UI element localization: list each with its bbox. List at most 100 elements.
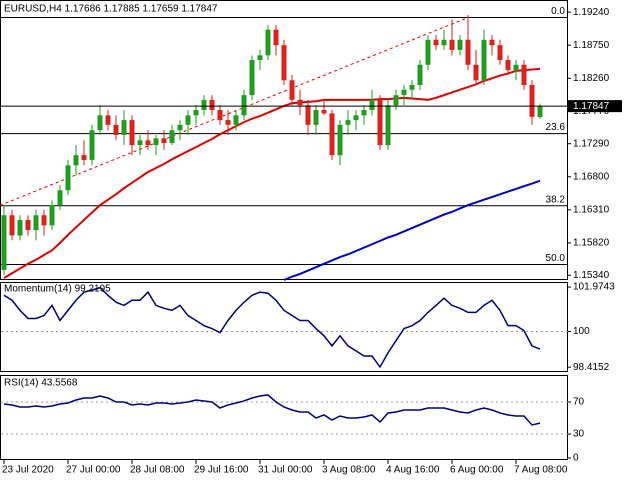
y-tick-label: 100 <box>573 326 590 337</box>
y-tick-label: 1.18750 <box>573 40 610 51</box>
y-tick-label: 101.9743 <box>573 282 615 293</box>
candle-body <box>9 215 15 236</box>
momentum-panel <box>0 282 568 372</box>
moving-average <box>3 67 541 279</box>
y-tick-label: 1.15820 <box>573 238 610 249</box>
candle-body <box>105 115 111 125</box>
candle-body <box>65 165 71 191</box>
indicator-line <box>3 394 541 426</box>
candle-body <box>337 124 343 156</box>
candle-body <box>137 140 143 146</box>
rsi-panel <box>0 375 568 460</box>
y-tick-label: 1.16800 <box>573 171 610 182</box>
candle-body <box>505 60 511 71</box>
candle-body <box>353 115 359 121</box>
y-tick-label: 70 <box>573 397 585 408</box>
plot-layer: 1.192401.187501.182601.177701.172901.168… <box>0 4 622 476</box>
candle-body <box>433 39 439 46</box>
candle-body <box>17 219 23 236</box>
indicator-line <box>3 286 541 369</box>
candle-body <box>465 39 471 65</box>
candle-body <box>129 120 135 146</box>
candle-body <box>297 99 303 106</box>
candle-body <box>97 115 103 131</box>
x-tick-label: 6 Aug 00:00 <box>450 465 504 476</box>
y-tick-label: 1.19240 <box>573 7 610 18</box>
candle-body <box>57 190 63 206</box>
x-tick-label: 31 Jul 00:00 <box>258 465 313 476</box>
candle-body <box>217 109 223 121</box>
candle-body <box>321 109 327 114</box>
candle-body <box>281 45 287 81</box>
candle-body <box>121 120 127 135</box>
candle-body <box>441 39 447 46</box>
candle-body <box>305 105 311 125</box>
candle-body <box>345 120 351 125</box>
candle-body <box>537 106 543 117</box>
candle-body <box>377 99 383 146</box>
fib-label: 38.2 <box>546 194 566 205</box>
y-tick-label: 98.4152 <box>573 362 610 373</box>
candle-body <box>497 45 503 61</box>
candle-body <box>113 124 119 135</box>
candle-body <box>417 64 423 86</box>
candle-body <box>481 39 487 81</box>
x-tick-label: 29 Jul 16:00 <box>194 465 249 476</box>
candle-body <box>185 115 191 125</box>
fib-label: 0.0 <box>551 6 565 17</box>
candle-body <box>49 205 55 226</box>
moving-average <box>283 179 541 281</box>
last-price-box <box>568 100 622 113</box>
x-tick-label: 23 Jul 2020 <box>2 465 54 476</box>
candle-body <box>385 105 391 146</box>
panel-title: Momentum(14) 99.2195 <box>4 284 111 295</box>
candle-body <box>521 64 527 86</box>
candle-body <box>401 89 407 96</box>
candle-body <box>201 99 207 110</box>
panel-title: EURUSD,H4 1.17686 1.17885 1.17659 1.1784… <box>4 4 218 15</box>
x-tick-label: 7 Aug 08:00 <box>514 465 568 476</box>
candle-body <box>193 109 199 116</box>
candle-body <box>393 95 399 106</box>
candle-body <box>409 85 415 90</box>
candle-body <box>473 64 479 81</box>
panel-title: RSI(14) 43.5568 <box>4 378 78 389</box>
candle-body <box>1 215 7 270</box>
candle-body <box>81 155 87 160</box>
candle-body <box>513 64 519 71</box>
candle-body <box>241 95 247 116</box>
candle-body <box>457 39 463 50</box>
candle-body <box>489 39 495 46</box>
candle-body <box>177 124 183 131</box>
candle-body <box>73 155 79 166</box>
last-price-label: 1.17847 <box>573 101 610 112</box>
candle-body <box>369 99 375 110</box>
candle-body <box>329 113 335 156</box>
candle-body <box>89 130 95 160</box>
candle-body <box>273 29 279 46</box>
candle-body <box>153 138 159 146</box>
x-tick-label: 27 Jul 00:00 <box>66 465 121 476</box>
x-tick-label: 28 Jul 08:00 <box>130 465 185 476</box>
candle-body <box>169 130 175 144</box>
candle-body <box>361 109 367 116</box>
candle-body <box>249 60 255 96</box>
candle-body <box>233 115 239 125</box>
candle-body <box>425 39 431 65</box>
y-tick-label: 1.17290 <box>573 138 610 149</box>
candle-body <box>25 219 31 231</box>
candle-body <box>313 109 319 125</box>
fib-label: 50.0 <box>546 253 566 264</box>
y-tick-label: 1.15340 <box>573 270 610 281</box>
y-tick-label: 1.18260 <box>573 73 610 84</box>
candle-body <box>529 85 535 117</box>
candle-body <box>41 215 47 226</box>
candle-body <box>145 140 151 146</box>
x-tick-label: 4 Aug 16:00 <box>386 465 440 476</box>
candle-body <box>225 120 231 125</box>
fib-label: 23.6 <box>546 122 566 133</box>
candle-body <box>209 99 215 110</box>
y-tick-label: 0 <box>573 453 579 464</box>
candle-body <box>265 29 271 56</box>
y-tick-label: 30 <box>573 429 585 440</box>
